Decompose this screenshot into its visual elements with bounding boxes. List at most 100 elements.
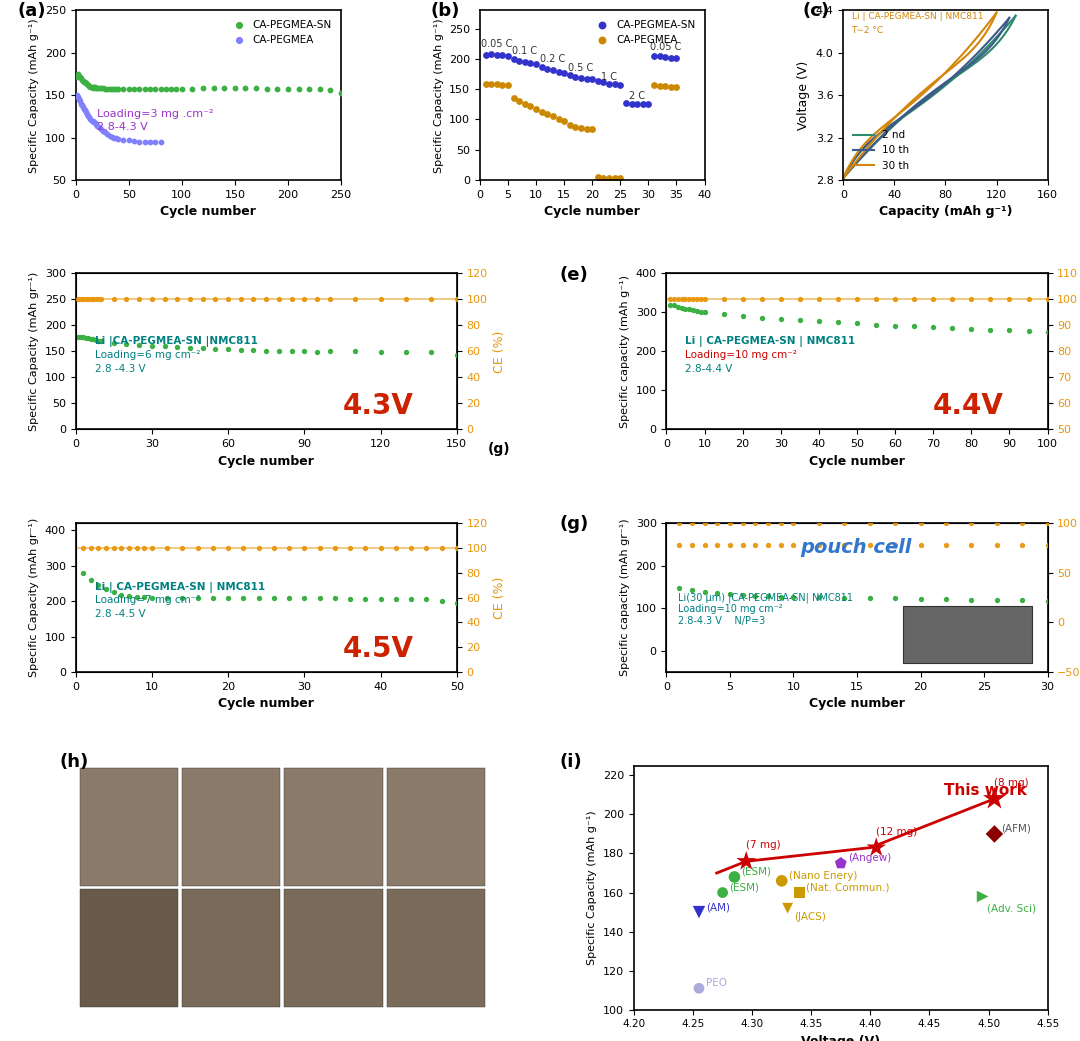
CA-PEGMEA-SN: [136, 81, 153, 98]
10 th: [1003, 11, 1016, 24]
CA-PEGMEA: [78, 104, 95, 121]
Y-axis label: Voltage (V): Voltage (V): [797, 60, 810, 130]
Point: [651, 77, 669, 94]
Point: [600, 75, 618, 92]
CA-PEGMEA-SN: [103, 81, 120, 98]
Point: [792, 311, 809, 328]
Point: [97, 580, 114, 596]
Point: [120, 588, 137, 605]
Point: [80, 330, 97, 347]
Point: [555, 112, 572, 129]
CA-PEGMEA: [494, 77, 511, 94]
Point: [422, 345, 440, 361]
Point: [219, 291, 237, 308]
30 th: [961, 49, 974, 61]
CA-PEGMEA-SN: [173, 81, 190, 98]
Text: (c): (c): [802, 2, 829, 20]
Point: [403, 539, 420, 556]
CA-PEGMEA-SN: [84, 79, 102, 96]
Text: 2.8-4.3 V    N/P=3: 2.8-4.3 V N/P=3: [678, 616, 765, 627]
Point: [296, 344, 313, 360]
Point: [772, 291, 789, 308]
Point: [962, 591, 980, 608]
Y-axis label: Specific Capacity (mAh g⁻¹): Specific Capacity (mAh g⁻¹): [433, 18, 444, 173]
CA-PEGMEA-SN: [131, 81, 148, 98]
30 th: [837, 172, 850, 184]
Point: [696, 537, 713, 554]
Point: [606, 170, 623, 186]
Point: [715, 306, 732, 323]
Point: [326, 590, 343, 607]
CA-PEGMEA-SN: [71, 69, 89, 85]
Text: (i): (i): [559, 754, 582, 771]
Point: [861, 514, 878, 531]
CA-PEGMEA: [97, 124, 114, 141]
CA-PEGMEA: [107, 130, 124, 147]
Point: [544, 108, 562, 125]
Point: [982, 322, 999, 338]
CA-PEGMEA: [70, 92, 87, 108]
CA-PEGMEA-SN: [69, 66, 86, 82]
Point: [667, 50, 685, 67]
CA-PEGMEA-SN: [289, 81, 307, 98]
Point: [257, 342, 274, 359]
Point: [578, 120, 595, 136]
Point: [988, 537, 1005, 554]
CA-PEGMEA: [91, 119, 108, 135]
Point: [690, 980, 707, 996]
Point: [986, 790, 1003, 807]
Point: [397, 344, 415, 360]
Point: [692, 291, 710, 308]
Point: [347, 344, 364, 360]
Point: [677, 291, 694, 308]
Point: [572, 70, 590, 86]
2 nd: [837, 172, 850, 184]
30 th: [849, 155, 862, 168]
Point: [174, 589, 191, 606]
Point: [257, 291, 274, 308]
Y-axis label: Specific capacity (mAh g⁻¹): Specific capacity (mAh g⁻¹): [620, 275, 630, 428]
Point: [937, 591, 955, 608]
Point: [105, 584, 122, 601]
Point: [651, 48, 669, 65]
Text: (AM): (AM): [706, 903, 730, 912]
Point: [194, 340, 212, 357]
Point: [662, 291, 679, 308]
CA-PEGMEA: [69, 88, 86, 105]
Point: [974, 888, 991, 905]
CA-PEGMEA-SN: [322, 82, 339, 99]
Bar: [183, 768, 281, 887]
Point: [112, 586, 130, 603]
CA-PEGMEA: [477, 76, 495, 93]
Point: [232, 341, 249, 358]
Point: [372, 344, 389, 360]
Point: [1020, 323, 1037, 339]
Point: [131, 336, 148, 353]
Point: [986, 826, 1003, 842]
Point: [714, 884, 731, 900]
X-axis label: Cycle number: Cycle number: [161, 205, 256, 219]
10 th: [971, 52, 984, 65]
Point: [112, 539, 130, 556]
Point: [746, 537, 764, 554]
Point: [836, 514, 853, 531]
Point: [1013, 514, 1030, 531]
Point: [836, 589, 853, 606]
Point: [505, 90, 523, 106]
Point: [572, 120, 590, 136]
Point: [544, 62, 562, 79]
Point: [671, 580, 688, 596]
Point: [887, 318, 904, 334]
Point: [738, 853, 755, 869]
Point: [97, 539, 114, 556]
Point: [527, 56, 544, 73]
CA-PEGMEA-SN: [158, 81, 175, 98]
Y-axis label: Specific Capacity (mAh gr⁻¹): Specific Capacity (mAh gr⁻¹): [29, 517, 39, 677]
Point: [511, 93, 528, 109]
CA-PEGMEA-SN: [85, 78, 103, 95]
Point: [861, 537, 878, 554]
CA-PEGMEA: [125, 132, 143, 149]
Point: [673, 291, 690, 308]
Point: [629, 96, 646, 112]
X-axis label: Cycle number: Cycle number: [218, 697, 314, 710]
